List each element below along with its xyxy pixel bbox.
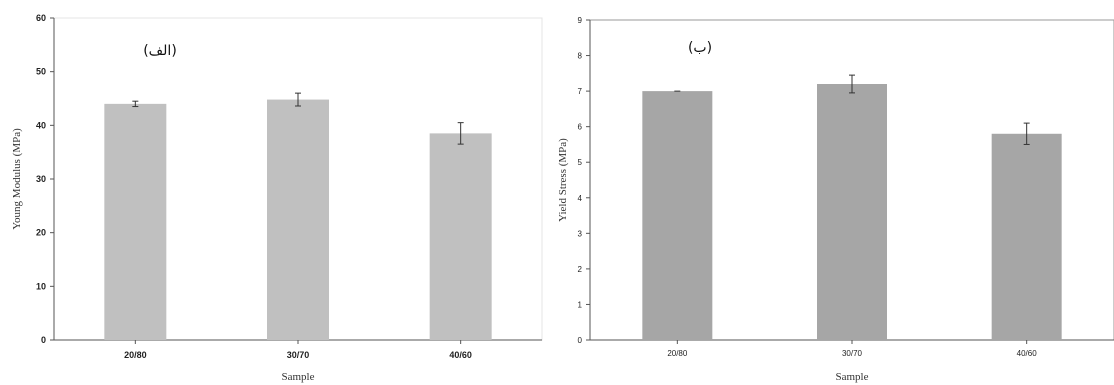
y-tick-label: 50 [36,67,46,77]
yield-stress-chart: (ب) 0 1 2 3 4 5 6 7 8 9 20/80 30/70 40/60 Sample Yield … [557,16,1114,383]
x-tick-label: 30/70 [287,350,310,360]
bar-30-70 [817,84,887,340]
y-tick-label: 40 [36,120,46,130]
y-tick-label: 0 [41,335,46,345]
y-tick-label: 3 [578,229,583,238]
y-tick-label: 10 [36,281,46,291]
y-tick-label: 7 [578,87,583,96]
bar-20-80 [642,91,713,340]
x-tick-label: 20/80 [667,349,688,358]
y-tick-label: 4 [578,194,583,203]
panel-label-box [645,30,735,86]
panel-label-box [78,30,196,104]
bar-40-60 [429,133,492,340]
x-tick-label: 40/60 [1017,349,1038,358]
x-tick-label: 40/60 [449,350,472,360]
x-axis-title: Sample [282,371,315,383]
bar-30-70 [267,99,329,340]
y-axis-title: Yield Stress (MPa) [557,138,569,222]
young-modulus-chart: (الف) 0 10 20 30 40 50 60 20/80 30/70 40/60 Sample Y… [11,13,543,383]
y-tick-label: 0 [578,336,583,345]
y-tick-label: 30 [36,174,46,184]
panel-label: (ب) [688,40,712,56]
y-tick-label: 2 [578,265,583,274]
y-tick-label: 9 [578,16,583,25]
x-tick-label: 30/70 [842,349,863,358]
bar-20-80 [104,103,167,340]
y-axis-title: Young Modulus (MPa) [11,128,23,230]
y-tick-label: 5 [578,158,583,167]
y-tick-label: 1 [578,300,583,309]
y-tick-label: 6 [578,123,583,132]
panel-label: (الف) [143,43,177,59]
y-tick-label: 8 [578,52,583,61]
y-tick-label: 20 [36,228,46,238]
x-tick-label: 20/80 [124,350,147,360]
bar-40-60 [991,133,1062,340]
y-tick-label: 60 [36,13,46,23]
x-axis-title: Sample [836,371,869,383]
